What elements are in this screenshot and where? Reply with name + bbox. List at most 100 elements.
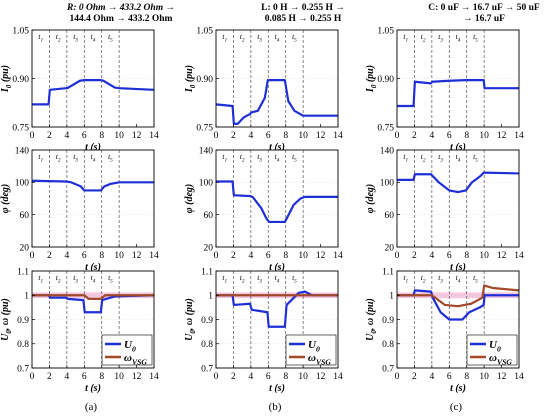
interval-label-t4: t4: [91, 32, 96, 43]
interval-label-t5-subscript: 5: [475, 157, 478, 163]
interval-label-t1-main: t: [222, 273, 225, 282]
y-axis-label-unit: , ω (pu): [184, 298, 195, 331]
interval-label-t4: t4: [456, 152, 461, 163]
interval-label-t1: t1: [38, 32, 43, 43]
interval-label-t2-main: t: [421, 152, 424, 161]
legend-label-u0-subscript: 0: [316, 344, 320, 353]
interval-label-t3: t3: [257, 152, 262, 163]
interval-label-t4-subscript: 4: [93, 36, 96, 43]
y-axis-label-main: U: [0, 333, 11, 341]
interval-label-t1-subscript: 1: [40, 157, 43, 163]
interval-label-t2-main: t: [240, 32, 243, 41]
subplot-grid: t1 t2 t3 t4 t50 2 4 6 8 10 12 140.750.901.05t (s)I0…: [0, 26, 524, 394]
x-tick-label: 12: [316, 372, 326, 382]
interval-label-t3-main: t: [73, 273, 76, 282]
y-axis-label-unit: , ω (pu): [365, 298, 376, 331]
interval-label-t3-subscript: 3: [259, 157, 262, 163]
caption-a: (a): [85, 401, 98, 413]
interval-label-t3-subscript: 3: [440, 37, 443, 43]
interval-label-t4: t4: [275, 152, 280, 163]
interval-label-t2: t2: [240, 273, 245, 284]
interval-label-t2: t2: [421, 32, 426, 43]
series-u0: [216, 290, 338, 328]
legend-label-omega-vsg-main: ω: [124, 352, 132, 364]
interval-label-t1: t1: [38, 152, 43, 163]
y-tick-label: 1.1: [17, 267, 29, 277]
interval-label-t3-subscript: 3: [440, 278, 443, 284]
x-tick-label: 14: [514, 251, 524, 261]
interval-label-t3-subscript: 3: [259, 37, 262, 43]
interval-label-t2-subscript: 2: [423, 157, 426, 163]
interval-label-t3: t3: [257, 32, 262, 43]
legend-label-u0-main: U: [308, 339, 317, 351]
interval-label-t1: t1: [222, 273, 227, 284]
interval-label-t5-main: t: [108, 273, 111, 282]
column-b-header-line2: 0.085 H → 0.255 H: [265, 14, 342, 24]
interval-label-t5-subscript: 5: [475, 278, 478, 284]
y-axis-label-unit: (pu): [365, 65, 376, 85]
y-axis-label-unit: (pu): [184, 65, 195, 85]
interval-label-t5: t5: [292, 273, 297, 284]
x-tick-label: 14: [149, 251, 159, 261]
y-axis-label-subscript: 0: [189, 84, 197, 88]
interval-label-t5-main: t: [292, 32, 295, 41]
x-tick-label: 14: [149, 372, 159, 382]
series-u0: [397, 289, 519, 321]
y-axis-label-subscript: 0: [189, 330, 197, 334]
x-tick-label: 12: [497, 251, 507, 261]
interval-label-t2-subscript: 2: [242, 278, 245, 284]
interval-label-t1-subscript: 1: [405, 278, 408, 284]
interval-label-t5-main: t: [108, 152, 111, 161]
y-tick-label: 100: [15, 179, 30, 189]
interval-label-t2-subscript: 2: [423, 278, 426, 284]
y-axis-label: U0, ω (pu): [365, 298, 378, 341]
legend-label-u0: U0: [489, 339, 501, 353]
interval-label-t2-main: t: [56, 273, 59, 282]
column-b-header-line1: L: 0 H → 0.255 H →: [261, 3, 345, 13]
interval-label-t5-main: t: [473, 32, 476, 41]
y-tick-label: 1.1: [382, 267, 394, 277]
interval-label-t1: t1: [222, 152, 227, 163]
x-tick-label: 6: [447, 372, 452, 382]
interval-label-t5-subscript: 5: [294, 278, 297, 284]
interval-label-t2-subscript: 2: [58, 37, 61, 43]
x-tick-label: 4: [248, 251, 253, 261]
y-axis-label-unit: (pu): [0, 65, 11, 85]
y-tick-label: 0.90: [196, 75, 213, 85]
interval-label-t3-subscript: 3: [259, 278, 262, 284]
interval-label-t1-subscript: 1: [40, 37, 43, 43]
interval-label-t1: t1: [403, 152, 408, 163]
interval-label-t3: t3: [438, 32, 443, 43]
interval-label-t2: t2: [240, 152, 245, 163]
interval-label-t4-main: t: [91, 273, 94, 282]
x-tick-label: 8: [464, 251, 469, 261]
plot-area: [32, 150, 154, 247]
panel-c-I0: t1 t2 t3 t4 t50 2 4 6 8 10 12 140.750.901.05t (s)I0…: [365, 26, 524, 153]
interval-label-t4-subscript: 4: [93, 277, 96, 284]
x-axis-label: t (s): [450, 142, 466, 153]
interval-label-t5-main: t: [292, 273, 295, 282]
interval-label-t3-subscript: 3: [75, 157, 78, 163]
y-tick-label: 1.1: [201, 267, 213, 277]
x-tick-label: 8: [464, 372, 469, 382]
x-tick-label: 6: [266, 251, 271, 261]
legend-label-omega-vsg-subscript: VSG: [316, 357, 331, 366]
interval-label-t4-subscript: 4: [277, 277, 280, 284]
x-tick-label: 8: [464, 131, 469, 141]
x-tick-label: 6: [82, 251, 87, 261]
interval-label-t1: t1: [222, 32, 227, 43]
interval-label-t1-subscript: 1: [224, 157, 227, 163]
interval-label-t2-subscript: 2: [242, 37, 245, 43]
x-tick-label: 0: [30, 372, 35, 382]
y-axis-label-subscript: 0: [5, 84, 13, 88]
interval-label-t3-main: t: [438, 32, 441, 41]
series-line: [215, 79, 338, 125]
y-axis-label: U0, ω (pu): [184, 298, 197, 341]
y-axis-label-subscript: 0: [370, 84, 378, 88]
panel-c-U0_omega: t1 t2 t3 t4 t50 2 4 6 8 10 12 140.70.80.911.1t (s)U…: [365, 267, 524, 394]
interval-label-t1-main: t: [222, 152, 225, 161]
y-tick-label: 0.7: [201, 364, 213, 374]
x-axis-label: t (s): [85, 383, 101, 394]
x-tick-label: 4: [429, 372, 434, 382]
x-tick-label: 2: [231, 131, 236, 141]
